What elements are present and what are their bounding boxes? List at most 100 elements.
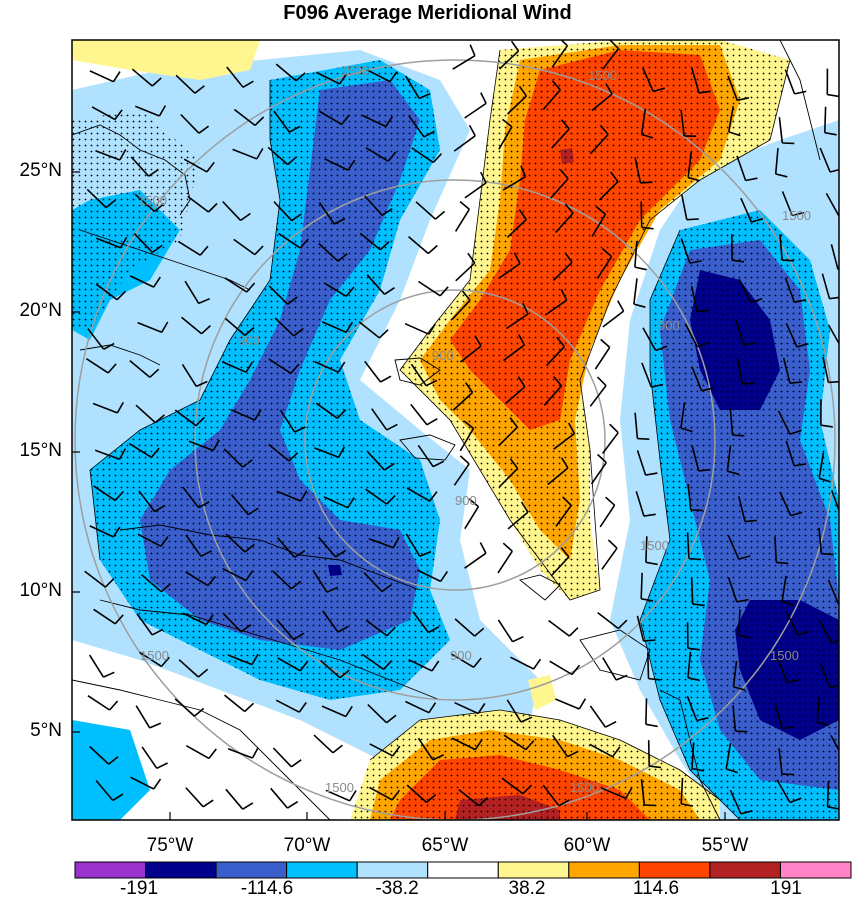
wind-barb-shaft — [645, 698, 648, 725]
wind-barb-feather — [392, 745, 401, 757]
wind-barb-shaft — [551, 45, 569, 68]
wind-barb-feather — [251, 653, 259, 665]
colorbar-label-1: -114.6 — [240, 878, 294, 899]
wind-barb-feather — [502, 542, 513, 552]
wind-barb-feather — [615, 674, 628, 681]
wind-barb-feather — [198, 501, 210, 509]
wind-barb-shaft — [406, 784, 428, 803]
wind-barb-feather — [643, 513, 656, 517]
lat-label-10n: 10°N — [19, 580, 62, 601]
wind-barb-shaft — [221, 361, 247, 373]
region-pos-weak-blob — [528, 675, 556, 710]
wind-barb-feather — [686, 218, 699, 221]
wind-barb-feather — [432, 754, 445, 761]
colorbar-swatch-1 — [145, 861, 217, 879]
lon-label-70w: 70°W — [283, 835, 331, 856]
wind-barb-feather — [347, 497, 355, 509]
wind-barb-shaft — [277, 657, 301, 672]
wind-barb-feather — [418, 92, 431, 100]
wind-barb-shaft — [93, 608, 116, 625]
wind-barb-feather — [116, 402, 124, 414]
wind-barb-shaft — [185, 534, 202, 557]
wind-barb-shaft — [95, 149, 121, 161]
wind-barb-shaft — [133, 233, 153, 253]
ring-label-12: 1500 — [325, 780, 354, 795]
wind-barb-feather — [428, 626, 440, 634]
shaded-field — [72, 40, 839, 820]
wind-barb-feather — [645, 723, 658, 728]
wind-barb-feather — [149, 722, 162, 729]
wind-barb-shaft — [727, 534, 740, 560]
wind-barb-shaft — [232, 148, 258, 160]
wind-barb-shaft — [776, 779, 791, 803]
wind-barb-shaft — [453, 463, 470, 486]
wind-barb-shaft — [737, 609, 741, 636]
wind-barb-feather — [245, 570, 254, 581]
lat-label-25n: 25°N — [19, 160, 62, 181]
wind-barb-shaft — [361, 653, 385, 670]
wind-barb-feather — [244, 543, 255, 553]
wind-barb-shaft — [826, 780, 830, 807]
wind-barb-feather — [617, 619, 628, 630]
wind-barb-feather — [520, 501, 529, 513]
wind-barb-feather — [300, 490, 308, 502]
wind-barb-shaft — [596, 256, 613, 279]
wind-barb-shaft — [139, 651, 162, 668]
wind-barb-shaft — [830, 735, 839, 752]
wind-barb-feather — [287, 296, 298, 305]
wind-barb-feather — [428, 702, 437, 714]
wind-barb-feather — [794, 299, 807, 303]
wind-barb-shaft — [276, 490, 302, 502]
wind-barb-feather — [522, 784, 532, 795]
wind-barb-feather — [732, 434, 745, 437]
wind-barb-feather — [251, 747, 259, 759]
wind-barb-feather — [735, 730, 748, 733]
wind-barb-feather — [341, 114, 350, 125]
wind-barb-shaft — [602, 310, 625, 328]
wind-barb-feather — [427, 244, 438, 255]
wind-barb-shaft — [641, 67, 654, 92]
wind-barb-shaft — [405, 700, 430, 714]
wind-barb-feather — [522, 302, 529, 315]
wind-barb-shaft — [691, 742, 695, 769]
wind-barb-feather — [149, 368, 160, 378]
wind-barb-shaft — [273, 110, 291, 133]
wind-barb-shaft — [589, 133, 609, 155]
wind-barb-shaft — [86, 188, 107, 209]
wind-barb-feather — [793, 463, 807, 467]
wind-barb-shaft — [591, 93, 613, 112]
wind-barb-shaft — [736, 155, 747, 181]
wind-barb-feather — [738, 555, 751, 560]
wind-barb-feather — [512, 635, 524, 643]
wind-barb-feather — [290, 759, 302, 768]
wind-barb-shaft — [89, 745, 110, 765]
wind-barb-feather — [696, 309, 709, 313]
wind-barb-shaft — [691, 67, 700, 94]
wind-barb-shaft — [224, 317, 246, 337]
wind-barb-feather — [789, 381, 802, 384]
wind-barb-shaft — [227, 748, 253, 759]
wind-barb-feather — [567, 750, 579, 758]
wind-barb-shaft — [732, 705, 737, 732]
wind-barb-shaft — [175, 74, 196, 94]
wind-barb-feather — [558, 799, 570, 807]
region-pos-weak-nw — [72, 40, 260, 80]
wind-barb-shaft — [598, 181, 619, 201]
wind-barb-shaft — [687, 484, 692, 511]
wind-barb-shaft — [363, 572, 383, 593]
wind-barb-shaft — [369, 743, 394, 757]
wind-barb-shaft — [358, 321, 380, 339]
wind-barb-shaft — [451, 737, 476, 751]
wind-barb-feather — [459, 455, 470, 465]
wind-barb-shaft — [89, 70, 114, 83]
wind-barb-shaft — [95, 779, 114, 801]
wind-barb-shaft — [459, 427, 475, 452]
wind-barb-shaft — [506, 218, 527, 238]
wind-barb-shaft — [554, 698, 580, 710]
wind-barb-feather — [600, 338, 611, 348]
wind-barb-shaft — [691, 366, 703, 392]
wind-barb-shaft — [134, 193, 156, 213]
wind-barb-shaft — [267, 146, 289, 166]
wind-barb-feather — [386, 626, 396, 637]
wind-barb-feather — [153, 276, 161, 288]
